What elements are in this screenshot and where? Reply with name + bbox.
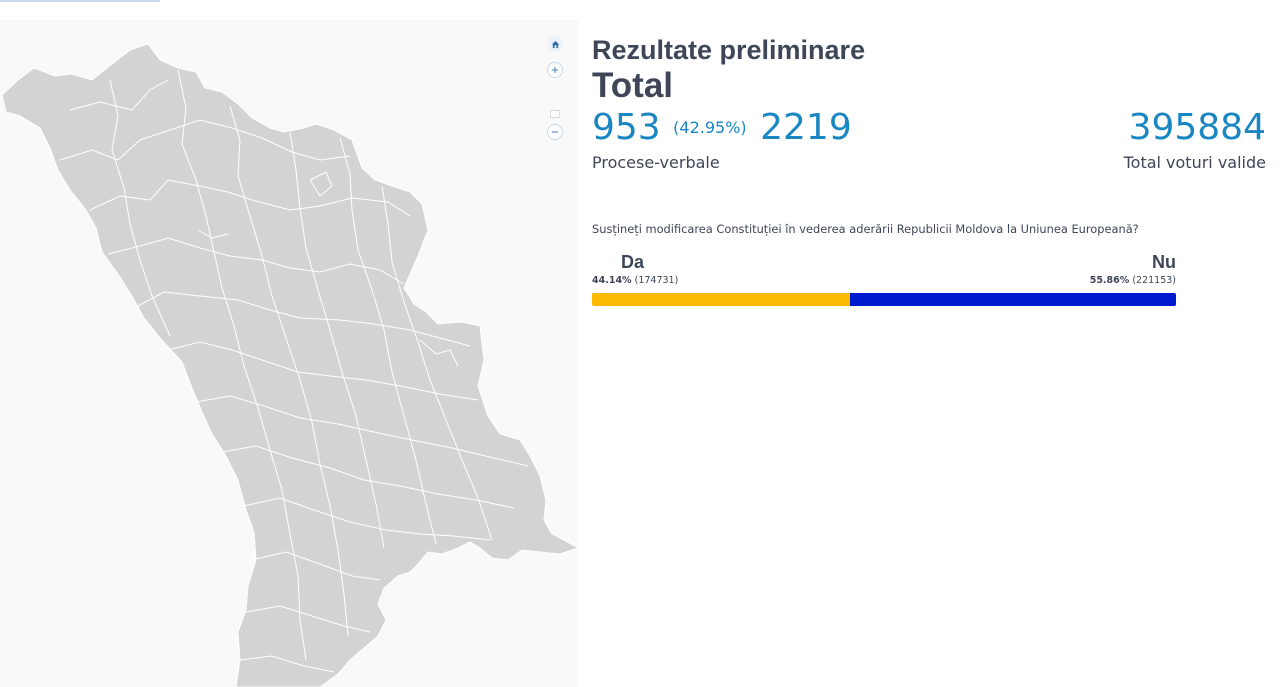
yes-value: 44.14% (174731) (592, 275, 678, 286)
processed-reports: 953 (42.95%) 2219 (592, 107, 852, 149)
yes-label: Da (621, 252, 645, 272)
zoom-slider-handle[interactable] (550, 110, 560, 118)
zoom-track-tick (554, 88, 555, 89)
zoom-track-tick (554, 99, 555, 100)
reports-label: Procese-verbale (592, 153, 720, 172)
country-shape[interactable] (1, 43, 578, 687)
map-controls (547, 36, 565, 150)
home-icon[interactable] (547, 36, 563, 52)
zoom-out-icon[interactable] (547, 124, 563, 140)
yes-votes: (174731) (634, 275, 679, 286)
vote-result: Da Nu 44.14% (174731) 55.86% (221153) (592, 252, 1176, 308)
no-percent: 55.86% (1089, 275, 1130, 286)
processed-percent: (42.95%) (673, 118, 747, 137)
page-title: Rezultate preliminare (592, 35, 866, 65)
stats-row: 953 (42.95%) 2219 395884 (592, 107, 1266, 149)
map-panel[interactable] (0, 20, 578, 687)
page-subtitle: Total (592, 66, 674, 105)
results-panel: Rezultate preliminare Total 953 (42.95%)… (592, 34, 1266, 308)
zoom-in-icon[interactable] (547, 62, 563, 78)
no-votes: (221153) (1132, 275, 1176, 286)
processed-count: 953 (592, 107, 661, 148)
no-label: Nu (1152, 252, 1176, 272)
no-value: 55.86% (221153) (1090, 275, 1176, 286)
stats-labels: Procese-verbale Total voturi valide (592, 153, 1266, 177)
yes-percent: 44.14% (592, 275, 632, 286)
referendum-question: Susțineți modificarea Constituției în ve… (592, 222, 1139, 236)
valid-votes-label: Total voturi valide (1123, 153, 1266, 172)
district-borders (59, 69, 529, 673)
yes-bar-segment (592, 293, 850, 306)
moldova-map[interactable] (0, 20, 578, 687)
total-reports: 2219 (760, 107, 852, 148)
valid-votes-count: 395884 (1128, 107, 1266, 148)
no-bar-segment (849, 293, 1176, 306)
vote-progress-bar (592, 293, 1176, 306)
top-scroll-indicator (0, 0, 160, 2)
